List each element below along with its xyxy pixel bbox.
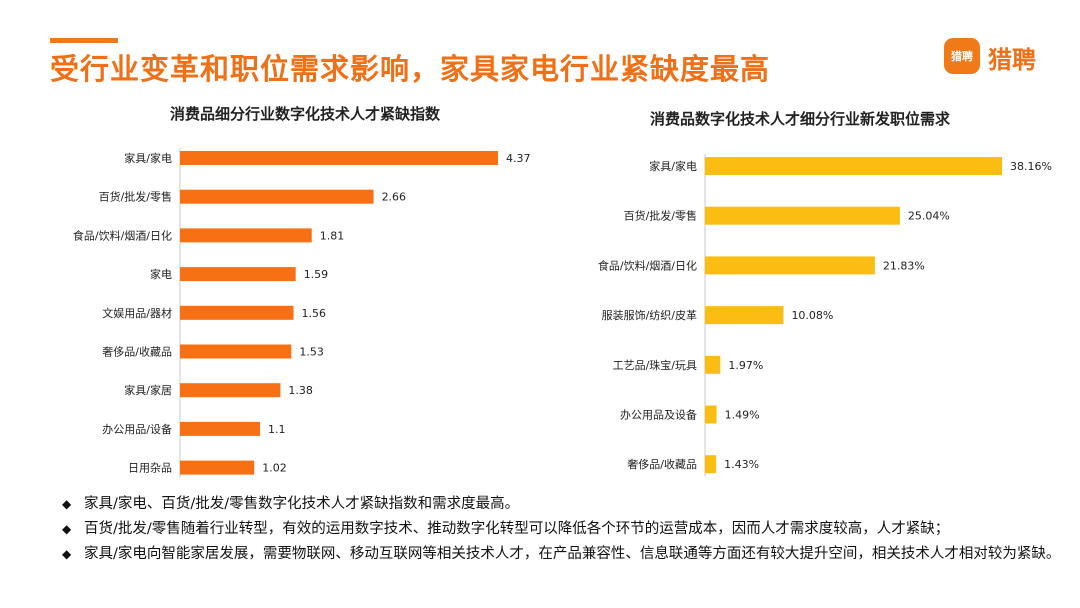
bar: [705, 157, 1002, 175]
bullet-item: ◆ 家具/家电、百货/批发/零售数字化技术人才紧缺指数和需求度最高。: [62, 492, 1062, 517]
bullet-text: 家具/家电、百货/批发/零售数字化技术人才紧缺指数和需求度最高。: [84, 496, 520, 512]
value-label: 25.04%: [908, 210, 950, 223]
bar: [705, 256, 875, 275]
bullet-item: ◆ 家具/家电向智能家居发展，需要物联网、移动互联网等相关技术人才，在产品兼容性…: [62, 542, 1062, 567]
bar: [180, 151, 498, 165]
logo-badge-icon: 猎聘: [944, 38, 980, 74]
category-label: 办公用品/设备: [102, 422, 172, 436]
left-chart-title: 消费品细分行业数字化技术人才紧缺指数: [170, 105, 441, 123]
value-label: 1.1: [268, 423, 286, 436]
bullet-text: 家具/家电向智能家居发展，需要物联网、移动互联网等相关技术人才，在产品兼容性、信…: [84, 546, 1061, 562]
scarcity-index-chart: 家具/家电 4.37 百货/批发/零售 2.66 食品/饮料/烟酒/日化 1.81 家电 1.…: [73, 148, 531, 478]
category-label: 日用杂品: [128, 462, 172, 475]
value-label: 38.16%: [1010, 160, 1052, 173]
category-label: 食品/饮料/烟酒/日化: [73, 228, 172, 242]
category-label: 奢侈品/收藏品: [627, 457, 697, 471]
value-label: 1.49%: [725, 409, 760, 422]
page-title: 受行业变革和职位需求影响，家具家电行业紧缺度最高: [50, 52, 771, 86]
category-label: 奢侈品/收藏品: [102, 345, 172, 359]
category-label: 文娱用品/器材: [102, 306, 172, 320]
category-label: 办公用品及设备: [620, 408, 697, 422]
bar: [180, 305, 294, 320]
value-label: 2.66: [382, 191, 407, 204]
category-label: 家具/家居: [124, 383, 172, 397]
value-label: 4.37: [506, 152, 531, 165]
value-label: 1.97%: [728, 359, 763, 372]
bar: [180, 460, 255, 475]
bar: [180, 189, 374, 204]
bar: [705, 455, 717, 474]
category-label: 百货/批发/零售: [99, 190, 172, 204]
title-accent-bar: [50, 38, 118, 43]
category-label: 服装服饰/纺织/皮革: [602, 308, 697, 322]
bar: [705, 355, 721, 374]
category-label: 食品/饮料/烟酒/日化: [598, 258, 697, 272]
diamond-bullet-icon: ◆: [62, 497, 72, 511]
bar: [705, 306, 784, 325]
value-label: 1.38: [288, 384, 313, 397]
category-label: 家电: [150, 267, 172, 281]
category-label: 家具/家电: [124, 151, 172, 165]
bar: [180, 267, 296, 282]
value-label: 21.83%: [883, 259, 925, 272]
category-label: 百货/批发/零售: [624, 209, 697, 223]
bullet-item: ◆ 百货/批发/零售随着行业转型，有效的运用数字技术、推动数字化转型可以降低各个…: [62, 517, 1062, 542]
bar: [180, 228, 312, 243]
value-label: 10.08%: [791, 309, 833, 322]
diamond-bullet-icon: ◆: [62, 547, 72, 561]
bullet-text: 百货/批发/零售随着行业转型，有效的运用数字技术、推动数字化转型可以降低各个环节…: [84, 521, 950, 537]
bar: [705, 405, 717, 424]
category-label: 家具/家电: [649, 159, 697, 173]
bar: [180, 421, 261, 436]
value-label: 1.59: [304, 268, 329, 281]
liepin-logo: 猎聘 猎聘: [944, 38, 1054, 76]
bar: [705, 206, 900, 225]
bar: [180, 383, 281, 398]
value-label: 1.56: [302, 307, 327, 320]
category-label: 工艺品/珠宝/玩具: [613, 358, 697, 372]
bar: [180, 344, 292, 359]
job-demand-chart: 家具/家电 38.16% 百货/批发/零售 25.04% 食品/饮料/烟酒/日化 21.8…: [598, 154, 1052, 477]
value-label: 1.02: [262, 462, 287, 475]
value-label: 1.81: [320, 229, 345, 242]
summary-bullets: ◆ 家具/家电、百货/批发/零售数字化技术人才紧缺指数和需求度最高。 ◆ 百货/…: [62, 492, 1062, 567]
diamond-bullet-icon: ◆: [62, 522, 72, 536]
value-label: 1.43%: [724, 458, 759, 471]
value-label: 1.53: [299, 346, 324, 359]
logo-text: 猎聘: [988, 46, 1036, 74]
right-chart-title: 消费品数字化技术人才细分行业新发职位需求: [650, 110, 951, 128]
